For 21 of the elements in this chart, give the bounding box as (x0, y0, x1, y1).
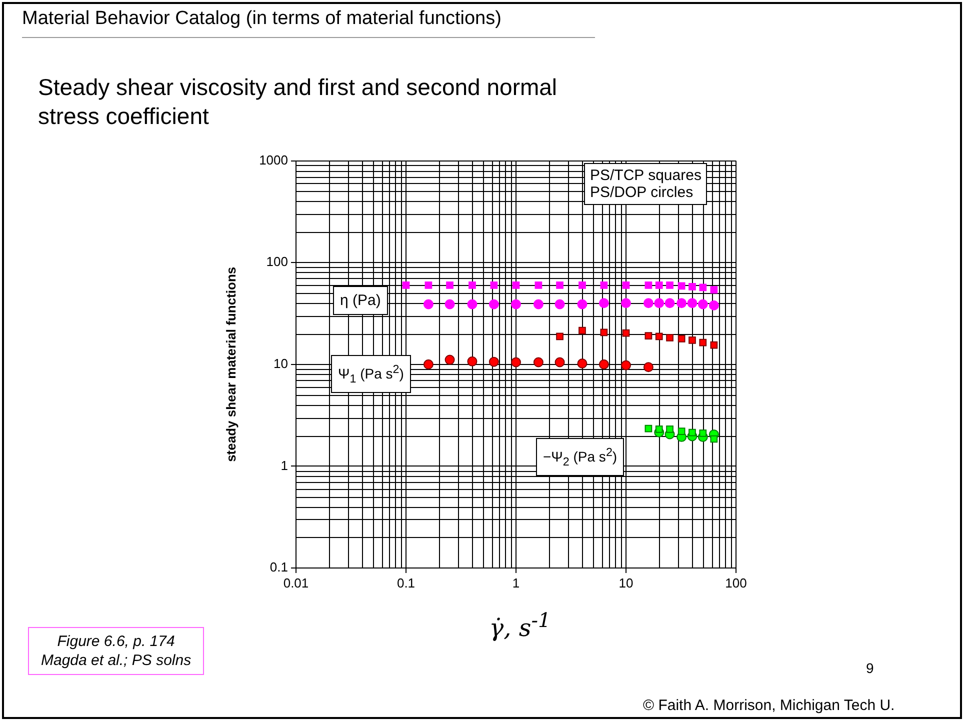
text: © Faith A. Morrison, Michigan Tech U. (643, 697, 895, 714)
y-tick-label: 1000 (259, 152, 288, 168)
y-tick-label: 1 (280, 458, 288, 473)
x-axis-title: γ̇, s$^{-1}$ (488, 608, 552, 642)
x-tick-label: 0.01 (283, 575, 309, 590)
y-tick-label: 100 (266, 254, 288, 270)
y-axis-title: steady shear material functions (223, 266, 238, 462)
annotation: η (Pa) (333, 286, 388, 315)
annotation: PS/TCP squares PS/DOP circles (584, 163, 708, 205)
y-tick-label: 0.1 (270, 560, 288, 575)
caption: Figure 6.6, p. 174 Magda et al.; PS solns (28, 627, 204, 675)
x-tick-label: 10 (618, 575, 634, 590)
annotation: −Ψ$_{2}$ (Pa s$^{2}$) (536, 438, 624, 476)
x-tick-label: 0.1 (396, 575, 416, 590)
annotation: Ψ$_{1}$ (Pa s$^{2}$) (331, 355, 411, 394)
x-tick-label: 100 (725, 575, 747, 590)
x-tick-label: 1 (512, 575, 520, 590)
y-tick-label: 10 (274, 356, 288, 371)
chart-subtitle: Steady shear viscosity and first and second normal stress coefficient (38, 73, 558, 131)
chart-title: Material Behavior Catalog (in terms of material functions) (22, 8, 595, 38)
text: 9 (866, 660, 874, 677)
